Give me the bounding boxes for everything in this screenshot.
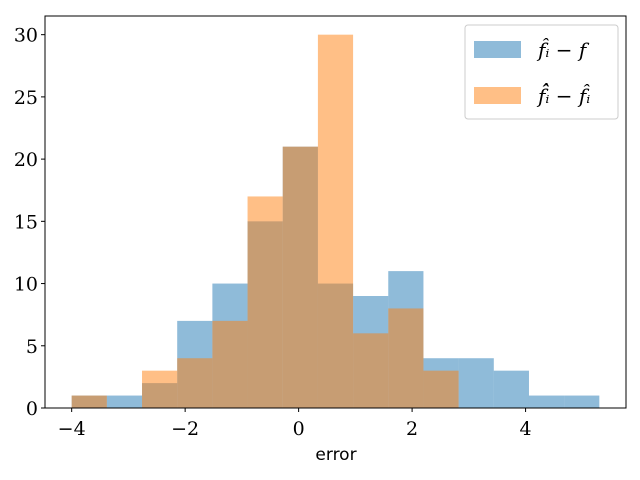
bar-series-2-bin-3 <box>142 370 178 408</box>
legend-label-2: f̂̂ᵢ − f̂ᵢ <box>536 82 591 108</box>
y-axis-ticks: 0 5 10 15 20 25 30 <box>14 25 45 420</box>
bar-series-1-bin-15 <box>564 395 600 408</box>
legend-label-1: f̂ᵢ − f <box>536 38 590 62</box>
y-tick-label: 10 <box>14 274 38 296</box>
y-tick-label: 5 <box>26 336 38 358</box>
x-tick-label: 4 <box>520 418 532 440</box>
bar-series-1-bin-2 <box>106 395 143 408</box>
bar-series-2-bin-9 <box>353 333 389 408</box>
bars-layer <box>71 34 600 409</box>
x-axis-label: error <box>315 445 356 465</box>
axes-frame <box>44 15 627 409</box>
y-tick-label: 20 <box>14 149 38 171</box>
bar-series-2-bin-8 <box>317 34 354 409</box>
plot-border <box>44 15 627 409</box>
legend-swatch-1 <box>474 41 521 58</box>
legend-swatch-2 <box>474 87 521 104</box>
bar-series-2-bin-10 <box>388 308 424 408</box>
x-tick-label: 0 <box>293 418 305 440</box>
x-axis-ticks: −4 −2 0 2 4 <box>58 408 532 440</box>
x-tick-label: 2 <box>406 418 418 440</box>
bar-series-1-bin-14 <box>528 395 565 408</box>
y-tick-label: 15 <box>14 211 38 233</box>
legend: f̂ᵢ − f f̂̂ᵢ − f̂ᵢ <box>464 24 619 120</box>
bar-series-2-bin-11 <box>423 370 459 408</box>
bar-series-1-bin-12 <box>458 358 494 408</box>
bar-series-1-bin-13 <box>493 370 529 408</box>
bar-series-2-bin-6 <box>247 196 283 408</box>
y-tick-label: 25 <box>14 87 38 109</box>
bar-series-2-bin-5 <box>212 320 248 408</box>
y-tick-label: 30 <box>14 25 38 47</box>
bar-series-2-bin-1 <box>71 395 107 408</box>
y-tick-label: 0 <box>26 398 38 420</box>
x-tick-label: −2 <box>171 418 199 440</box>
bar-series-2-bin-7 <box>282 146 318 408</box>
x-tick-label: −4 <box>58 418 86 440</box>
bar-series-2-bin-4 <box>177 358 213 408</box>
